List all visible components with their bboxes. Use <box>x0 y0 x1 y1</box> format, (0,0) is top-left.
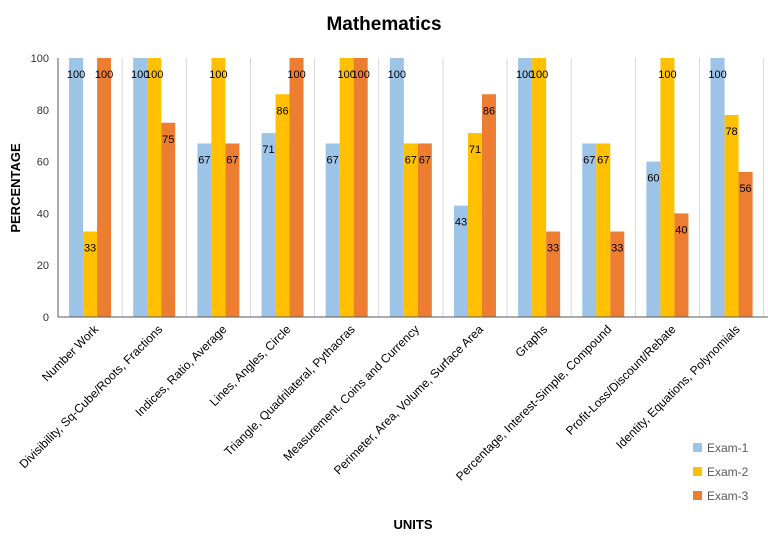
data-label: 67 <box>597 154 609 166</box>
legend-swatch <box>693 467 702 476</box>
data-label: 43 <box>455 217 467 229</box>
legend-swatch <box>693 443 702 452</box>
x-tick-label: Triangle, Quadrilateral, Pythaoras <box>221 322 357 458</box>
bar <box>518 58 533 317</box>
legend-label: Exam-1 <box>707 441 749 455</box>
data-label: 100 <box>658 69 676 81</box>
legend: Exam-1 Exam-2 Exam-3 <box>693 441 749 503</box>
bar <box>97 58 112 317</box>
bar <box>453 205 468 317</box>
data-label: 100 <box>351 69 369 81</box>
bars <box>69 58 753 317</box>
data-label: 100 <box>337 69 355 81</box>
y-tick-labels: 0 20 40 60 80 100 <box>31 53 49 324</box>
data-label: 100 <box>530 69 548 81</box>
data-label: 33 <box>547 243 559 255</box>
bar <box>147 58 162 317</box>
y-tick-label: 20 <box>37 260 49 272</box>
bar <box>582 143 597 317</box>
data-label: 67 <box>198 154 210 166</box>
bar <box>225 143 240 317</box>
bar <box>353 58 368 317</box>
bar <box>674 213 689 317</box>
bar <box>646 161 661 317</box>
chart-title: Mathematics <box>326 14 441 35</box>
data-label: 100 <box>287 69 305 81</box>
bar <box>710 58 725 317</box>
y-tick-label: 40 <box>37 208 49 220</box>
bar <box>325 143 340 317</box>
bar <box>724 114 739 317</box>
y-axis-label: PERCENTAGE <box>8 143 23 233</box>
bar <box>289 58 304 317</box>
data-label: 71 <box>262 144 274 156</box>
data-label: 33 <box>611 243 623 255</box>
bar <box>546 231 561 317</box>
data-label: 100 <box>67 69 85 81</box>
data-label: 100 <box>131 69 149 81</box>
data-label: 75 <box>162 134 174 146</box>
legend-label: Exam-3 <box>707 489 749 503</box>
x-tick-label: Graphs <box>513 322 551 360</box>
y-tick-label: 0 <box>43 312 49 324</box>
data-label: 67 <box>405 154 417 166</box>
bar <box>660 58 675 317</box>
x-tick-label: Profit-Loss/Discount/Rebate <box>563 322 679 438</box>
bar <box>596 143 611 317</box>
bar <box>261 133 276 317</box>
data-label: 100 <box>388 69 406 81</box>
bar <box>738 171 753 317</box>
bar <box>481 94 496 317</box>
bar <box>417 143 432 317</box>
bar <box>69 58 84 317</box>
data-label: 100 <box>516 69 534 81</box>
x-tick-label: Number Work <box>39 322 102 385</box>
bar <box>197 143 212 317</box>
x-tick-label: Identity, Equations, Polynomials <box>613 322 743 452</box>
data-label: 71 <box>469 144 481 156</box>
data-label: 67 <box>327 154 339 166</box>
data-label: 86 <box>483 105 495 117</box>
data-label: 67 <box>226 154 238 166</box>
bar <box>211 58 226 317</box>
y-tick-label: 100 <box>31 53 49 65</box>
bar <box>83 231 98 317</box>
data-label: 56 <box>739 183 751 195</box>
data-label: 78 <box>725 126 737 138</box>
legend-label: Exam-2 <box>707 465 749 479</box>
x-tick-label: Measurement, Coins and Currency <box>280 322 421 463</box>
bar <box>133 58 148 317</box>
bar <box>610 231 625 317</box>
axes <box>57 58 768 318</box>
bar <box>275 94 290 317</box>
bar <box>403 143 418 317</box>
data-label: 86 <box>276 105 288 117</box>
bar <box>532 58 547 317</box>
data-label: 100 <box>708 69 726 81</box>
legend-swatch <box>693 491 702 500</box>
x-axis-label: UNITS <box>394 517 433 532</box>
data-label: 67 <box>583 154 595 166</box>
y-tick-label: 60 <box>37 157 49 169</box>
gridlines <box>57 58 765 317</box>
data-label: 33 <box>84 243 96 255</box>
bar <box>467 133 482 317</box>
y-tick-label: 80 <box>37 105 49 117</box>
x-tick-label: Divisibility, Sq-Cube/Roots, Fractions <box>16 322 165 471</box>
data-label: 100 <box>209 69 227 81</box>
bar <box>389 58 404 317</box>
data-label: 100 <box>145 69 163 81</box>
bar <box>161 122 176 317</box>
bar <box>339 58 354 317</box>
data-label: 100 <box>95 69 113 81</box>
data-label: 60 <box>647 173 659 185</box>
data-label: 40 <box>675 224 687 236</box>
data-label: 67 <box>419 154 431 166</box>
